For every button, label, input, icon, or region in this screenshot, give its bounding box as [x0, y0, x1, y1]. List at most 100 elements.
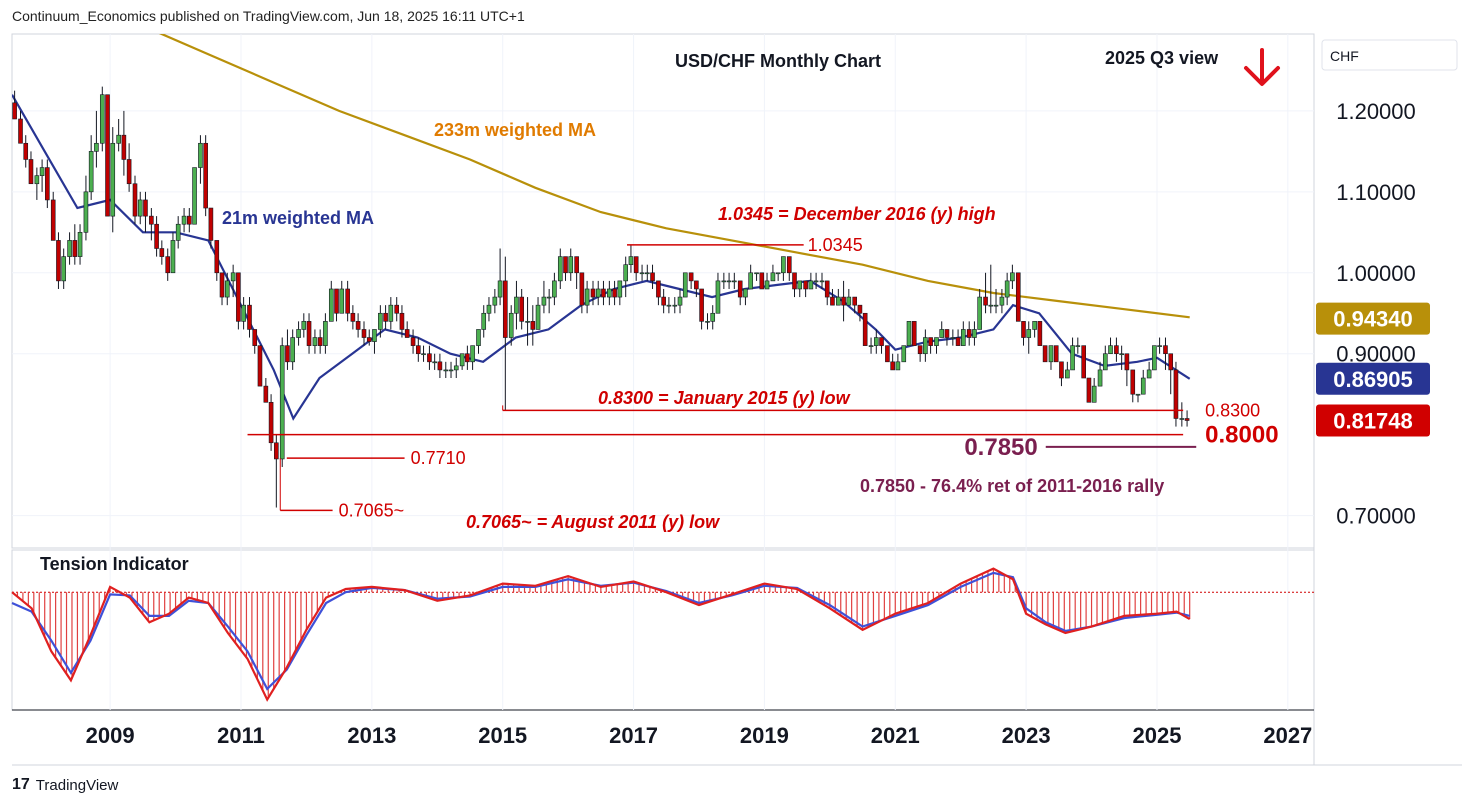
candle-body [846, 296, 852, 306]
ma21-label: 21m weighted MA [222, 208, 374, 228]
candle-body [410, 337, 416, 346]
footer: 17 TradingView [12, 776, 118, 794]
price-tick-label: 0.70000 [1336, 504, 1416, 529]
indicator-title: Tension Indicator [40, 554, 189, 574]
level-label: 1.0345 [808, 235, 863, 255]
candle-body [764, 280, 770, 290]
candle-body [906, 321, 912, 346]
candle-body [285, 345, 290, 363]
price-badge-label: 0.94340 [1333, 307, 1413, 332]
candle-body [650, 272, 655, 282]
candle-body [988, 304, 994, 307]
candle-body [345, 288, 350, 314]
candle-body [88, 151, 94, 193]
grid [12, 34, 1314, 710]
year-tick-label: 2019 [740, 723, 789, 748]
candle-body [1048, 345, 1054, 363]
level-label: 0.7850 [964, 434, 1037, 461]
candle-body [873, 337, 879, 346]
candle-body [165, 256, 171, 274]
ma233-label: 233m weighted MA [434, 120, 596, 140]
candle-body [175, 223, 181, 241]
candle-body [18, 118, 23, 144]
candle-body [601, 288, 606, 298]
year-tick-label: 2009 [86, 723, 135, 748]
candle-body [350, 312, 356, 322]
candle-body [437, 361, 443, 371]
candle-body [775, 272, 781, 275]
price-axis[interactable]: 1.20000 1.10000 1.00000 0.90000 0.70000 [1336, 99, 1416, 529]
jan2015-low-note: 0.8300 = January 2015 (y) low [598, 388, 851, 408]
candle-body [748, 272, 753, 290]
candle-body [219, 272, 225, 298]
indicator-line [11, 567, 1191, 702]
candle-body [813, 280, 819, 283]
candle-body [448, 369, 454, 372]
candle-body [1026, 329, 1032, 338]
candle-body [917, 345, 923, 355]
year-tick-label: 2027 [1263, 723, 1312, 748]
candle-body [432, 361, 437, 364]
candle-body [328, 288, 334, 322]
year-tick-label: 2013 [347, 723, 396, 748]
candle-body [584, 288, 590, 306]
candle-body [574, 256, 579, 274]
candle-body [1059, 361, 1064, 379]
candle-body [45, 167, 50, 201]
candle-body [923, 337, 928, 355]
candle-body [1097, 369, 1103, 387]
candle-body [972, 329, 977, 338]
level-label: 0.7065~ [339, 500, 405, 520]
candle-body [1037, 321, 1043, 346]
year-tick-label: 2025 [1132, 723, 1181, 748]
candle-body [525, 321, 530, 323]
candle-body [1130, 369, 1136, 395]
candle-body [334, 288, 339, 314]
candle-body [612, 288, 617, 298]
view-label: 2025 Q3 view [1105, 48, 1219, 68]
candle-body [890, 361, 895, 371]
candle-body [312, 337, 318, 346]
candle-body [388, 304, 394, 322]
candle-body [677, 296, 683, 306]
currency-box[interactable] [1321, 39, 1458, 71]
tension-indicator [11, 567, 1314, 702]
candle-body [590, 288, 596, 298]
candle-body [203, 142, 208, 209]
candle-body [1119, 353, 1124, 356]
candle-body [934, 337, 939, 346]
candle-body [726, 280, 732, 283]
candle-body [1075, 345, 1081, 347]
tradingview-logo-icon: 17 [12, 776, 30, 793]
candle-body [257, 345, 263, 387]
candle-body [50, 199, 56, 241]
candle-body [181, 215, 187, 225]
down-arrow-icon [1244, 48, 1280, 86]
price-tick-label: 1.10000 [1336, 180, 1416, 205]
candle-body [639, 272, 645, 275]
indicator-pane[interactable] [11, 549, 1315, 711]
candle-body [841, 296, 846, 306]
candle-body [824, 280, 830, 298]
candle-body [819, 280, 825, 283]
candle-body [56, 240, 61, 282]
candle-body [236, 272, 241, 322]
candle-body [1081, 345, 1086, 379]
time-axis[interactable]: 2009 2011 2013 2015 2017 2019 2021 2023 2025 2027 [86, 723, 1313, 748]
candle-body [105, 94, 110, 217]
price-tick-label: 1.20000 [1336, 99, 1416, 124]
candle-body [497, 280, 503, 298]
candle-body [421, 353, 426, 356]
candle-body [983, 296, 988, 306]
candle-body [1114, 345, 1119, 355]
candle-body [732, 280, 737, 283]
candle-body [901, 345, 907, 363]
price-badge-label: 0.81748 [1333, 409, 1413, 434]
candle-body [39, 167, 45, 176]
candle-body [705, 321, 710, 323]
candle-body [792, 272, 797, 290]
candle-body [247, 304, 252, 330]
candle-body [857, 304, 863, 314]
candle-body [803, 280, 808, 290]
candle-body [961, 329, 966, 346]
